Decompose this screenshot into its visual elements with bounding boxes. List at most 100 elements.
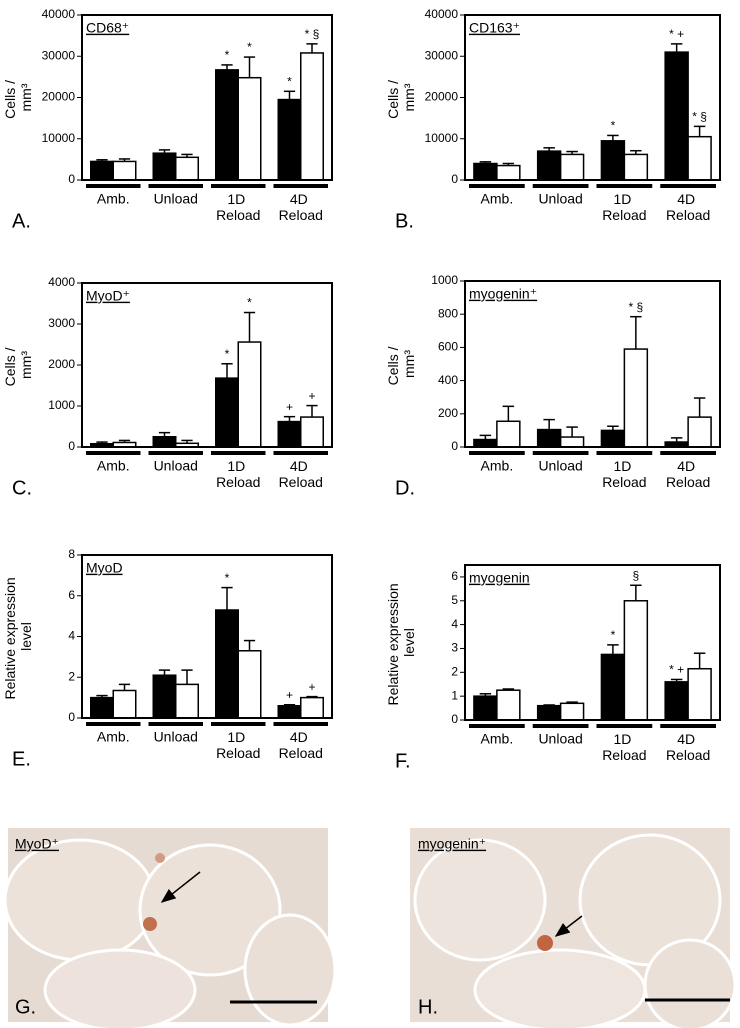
y-tick-label: 0	[451, 712, 458, 726]
bar	[300, 52, 324, 181]
chart-title: MyoD⁺	[86, 288, 130, 304]
bar	[559, 702, 585, 721]
y-tick-label: 600	[438, 340, 458, 354]
bar	[112, 689, 137, 719]
annotation: +	[286, 400, 293, 414]
y-tick-label: 5	[451, 593, 458, 607]
x-tick-label: 1D Reload	[602, 191, 646, 223]
y-axis-label: Cells / mm³	[385, 343, 417, 386]
x-tick-label: 4D Reload	[279, 729, 323, 761]
chart-title: myogenin	[469, 570, 530, 586]
plot-frame	[464, 280, 721, 448]
x-tick-label: 4D Reload	[279, 458, 323, 490]
x-tick-label: 4D Reload	[666, 731, 710, 763]
annotation: *	[225, 48, 230, 62]
bar	[559, 153, 585, 181]
bar	[600, 429, 626, 448]
panel-label: D.	[395, 477, 415, 499]
bar	[237, 650, 262, 719]
annotation: *	[287, 74, 292, 88]
y-axis-label: Cells / mm³	[2, 344, 34, 387]
panel-label: B.	[395, 210, 414, 232]
y-tick-label: 6	[451, 569, 458, 583]
x-tick-label: Amb.	[481, 731, 514, 747]
annotation: *	[225, 571, 230, 585]
y-tick-label: 30000	[425, 48, 459, 62]
bar	[536, 150, 562, 181]
plot-frame	[464, 14, 721, 181]
bar	[664, 51, 689, 181]
annotation: +	[286, 688, 293, 702]
panel-label: F.	[395, 750, 411, 772]
annotation: * §	[692, 110, 707, 124]
annotation: *	[225, 347, 230, 361]
annotation: +	[308, 680, 315, 694]
bar	[300, 416, 324, 448]
y-axis-label: Relative expression level	[2, 573, 34, 699]
bar	[473, 438, 498, 448]
x-tick-label: Amb.	[97, 729, 130, 745]
bar	[687, 667, 712, 721]
bar	[496, 689, 521, 721]
y-tick-label: 2	[68, 669, 75, 683]
bar	[237, 341, 262, 448]
y-tick-label: 200	[438, 406, 458, 420]
annotation: *	[611, 119, 616, 133]
y-tick-label: 30000	[42, 48, 76, 62]
bar	[623, 348, 649, 448]
bar	[623, 153, 649, 181]
x-tick-label: Amb.	[481, 458, 514, 474]
x-tick-label: 1D Reload	[216, 729, 260, 761]
bar	[215, 377, 239, 448]
chart-title: CD163⁺	[469, 20, 520, 36]
y-tick-label: 2000	[48, 357, 75, 371]
plot-frame	[81, 554, 333, 719]
y-axis-label: Cells / mm³	[2, 76, 34, 119]
bar	[536, 704, 562, 721]
bar	[215, 609, 239, 719]
bar	[473, 695, 498, 721]
plot-frame	[464, 564, 721, 721]
x-tick-label: 1D Reload	[602, 731, 646, 763]
y-tick-label: 3	[451, 641, 458, 655]
panel-label: C.	[12, 477, 32, 499]
x-tick-label: Unload	[538, 731, 582, 747]
y-tick-label: 40000	[42, 7, 76, 21]
x-tick-label: 4D Reload	[666, 191, 710, 223]
bar	[559, 436, 585, 448]
bar	[152, 436, 177, 448]
image-label: MyoD⁺	[15, 836, 59, 852]
x-tick-label: Unload	[154, 458, 198, 474]
y-tick-label: 400	[438, 373, 458, 387]
panel-label: A.	[12, 210, 31, 232]
y-tick-label: 4	[68, 629, 75, 643]
bar	[90, 696, 114, 719]
y-tick-label: 2	[451, 664, 458, 678]
y-tick-label: 0	[68, 439, 75, 453]
bar	[496, 164, 521, 181]
x-tick-label: Unload	[154, 729, 198, 745]
y-tick-label: 10000	[425, 131, 459, 145]
annotation: * §	[305, 27, 320, 41]
bar	[623, 600, 649, 721]
bar	[90, 160, 114, 181]
x-tick-label: 1D Reload	[216, 458, 260, 490]
bar	[687, 135, 712, 181]
bar	[175, 156, 199, 181]
y-tick-label: 1000	[431, 273, 458, 287]
bar	[277, 420, 302, 448]
annotation: +	[308, 389, 315, 403]
annotation: *	[247, 296, 252, 310]
x-tick-label: Unload	[154, 191, 198, 207]
bar	[600, 140, 626, 181]
x-tick-label: 1D Reload	[216, 191, 260, 223]
annotation: *	[247, 40, 252, 54]
chart-title: CD68⁺	[86, 20, 129, 36]
y-tick-label: 1000	[48, 398, 75, 412]
bar	[175, 683, 199, 719]
y-tick-label: 4000	[48, 275, 75, 289]
y-tick-label: 0	[68, 172, 75, 186]
y-tick-label: 0	[451, 439, 458, 453]
chart-title: myogenin⁺	[469, 286, 537, 302]
bar	[112, 160, 137, 181]
